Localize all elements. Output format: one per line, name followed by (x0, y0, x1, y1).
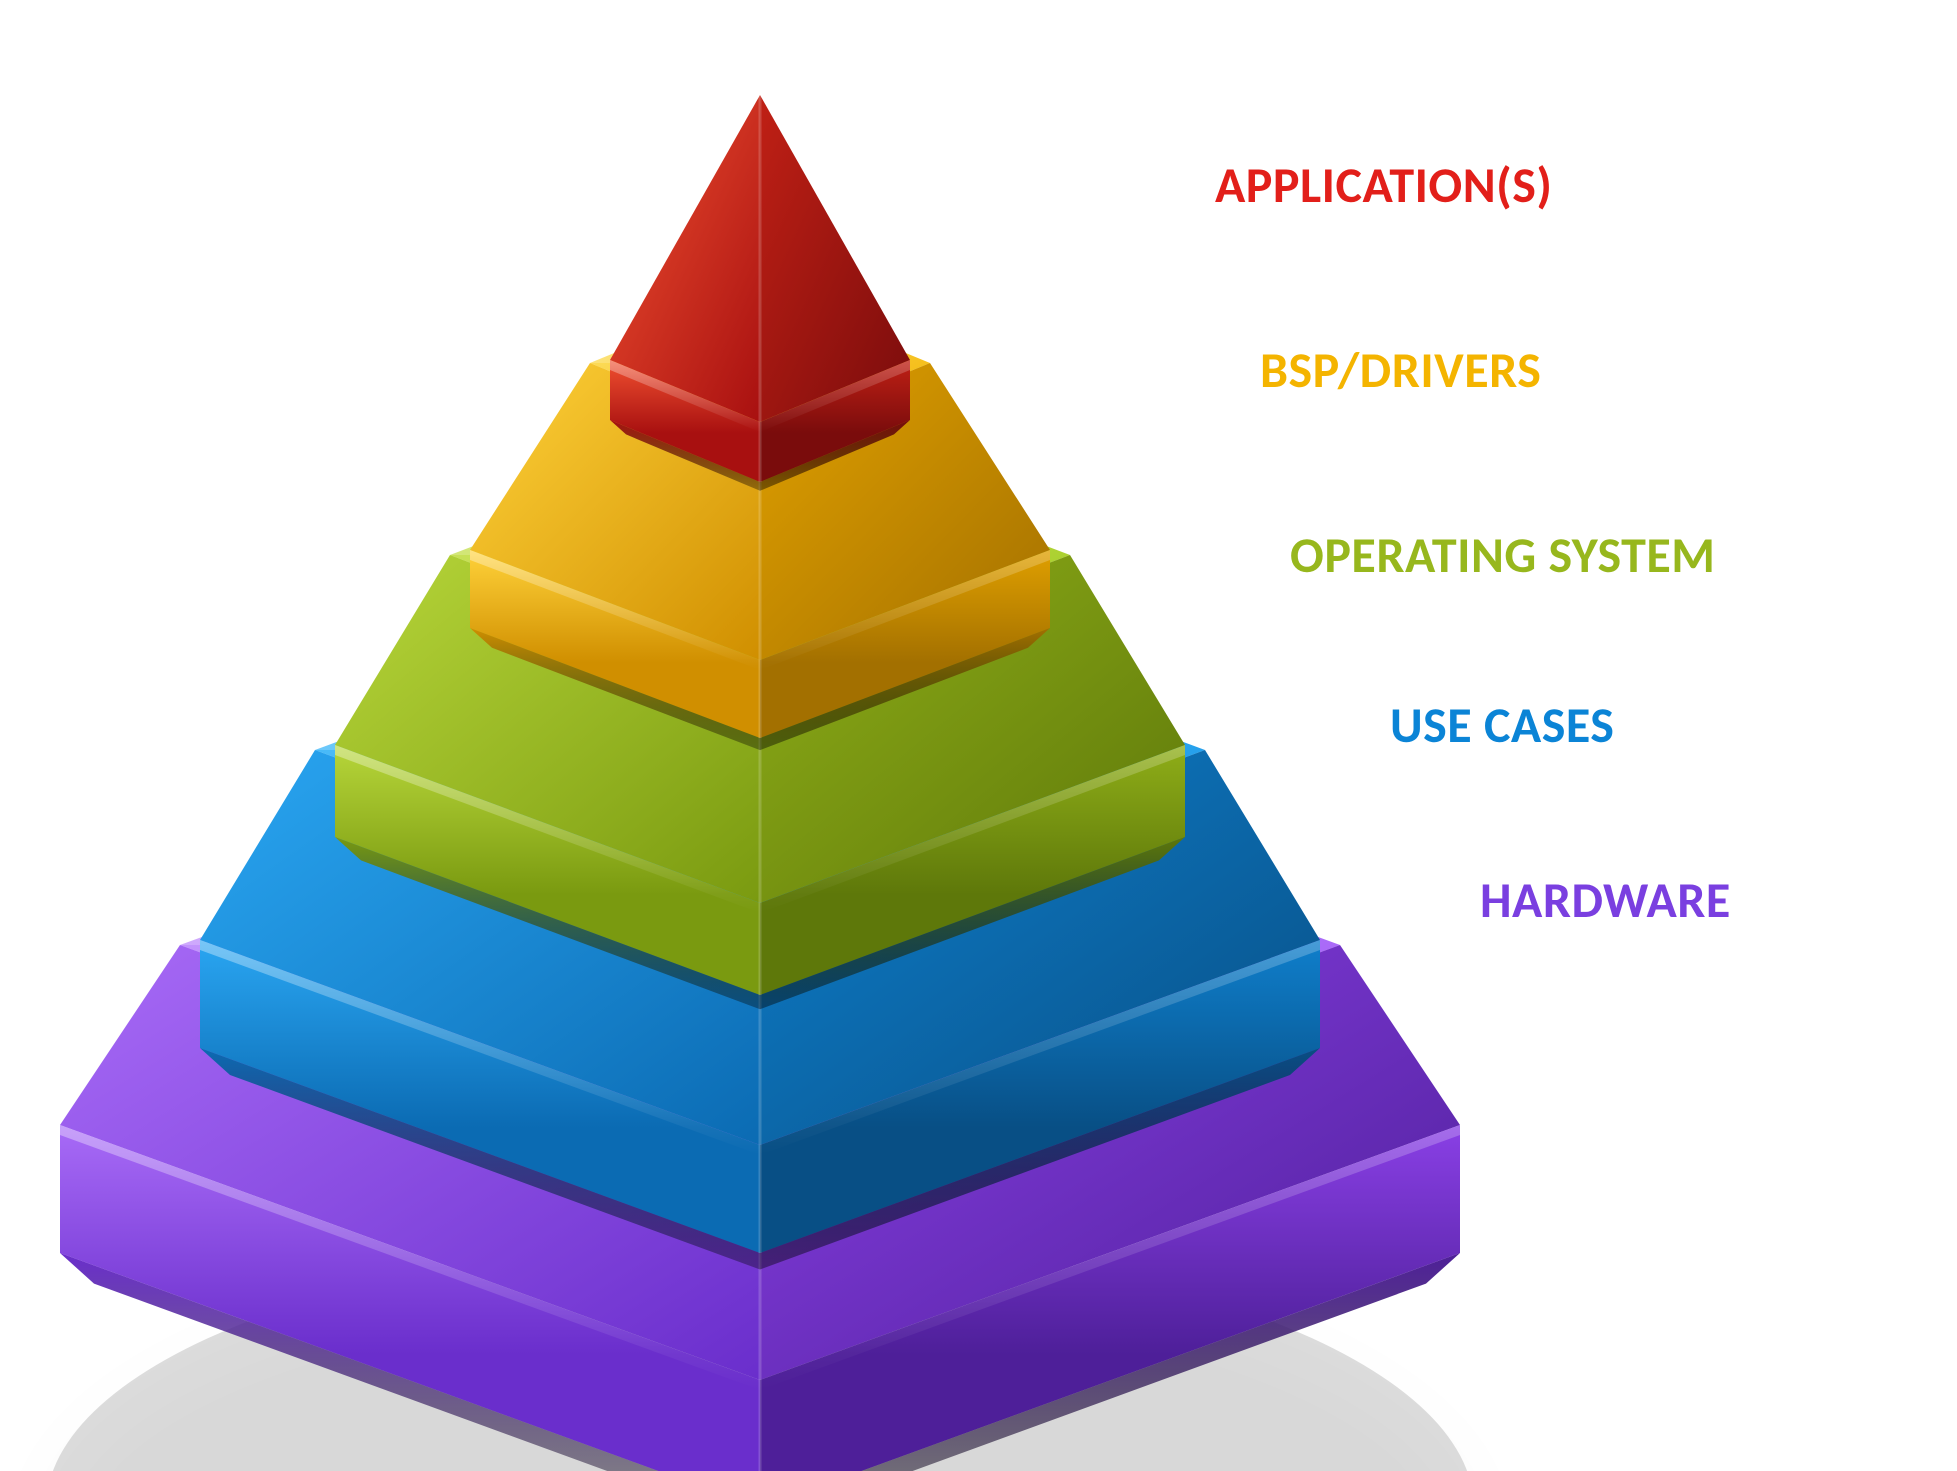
label-bsp-drivers: BSP/DRIVERS (1260, 340, 1541, 401)
label-operating-system: OPERATING SYSTEM (1290, 525, 1715, 586)
label-use-cases: USE CASES (1390, 695, 1614, 756)
label-applications: APPLICATION(S) (1215, 155, 1552, 216)
pyramid-layer-applications (610, 95, 910, 491)
diagram-stage: APPLICATION(S) BSP/DRIVERS OPERATING SYSTE… (0, 0, 1957, 1471)
label-hardware: HARDWARE (1480, 870, 1731, 931)
pyramid-diagram (160, 95, 1340, 1370)
